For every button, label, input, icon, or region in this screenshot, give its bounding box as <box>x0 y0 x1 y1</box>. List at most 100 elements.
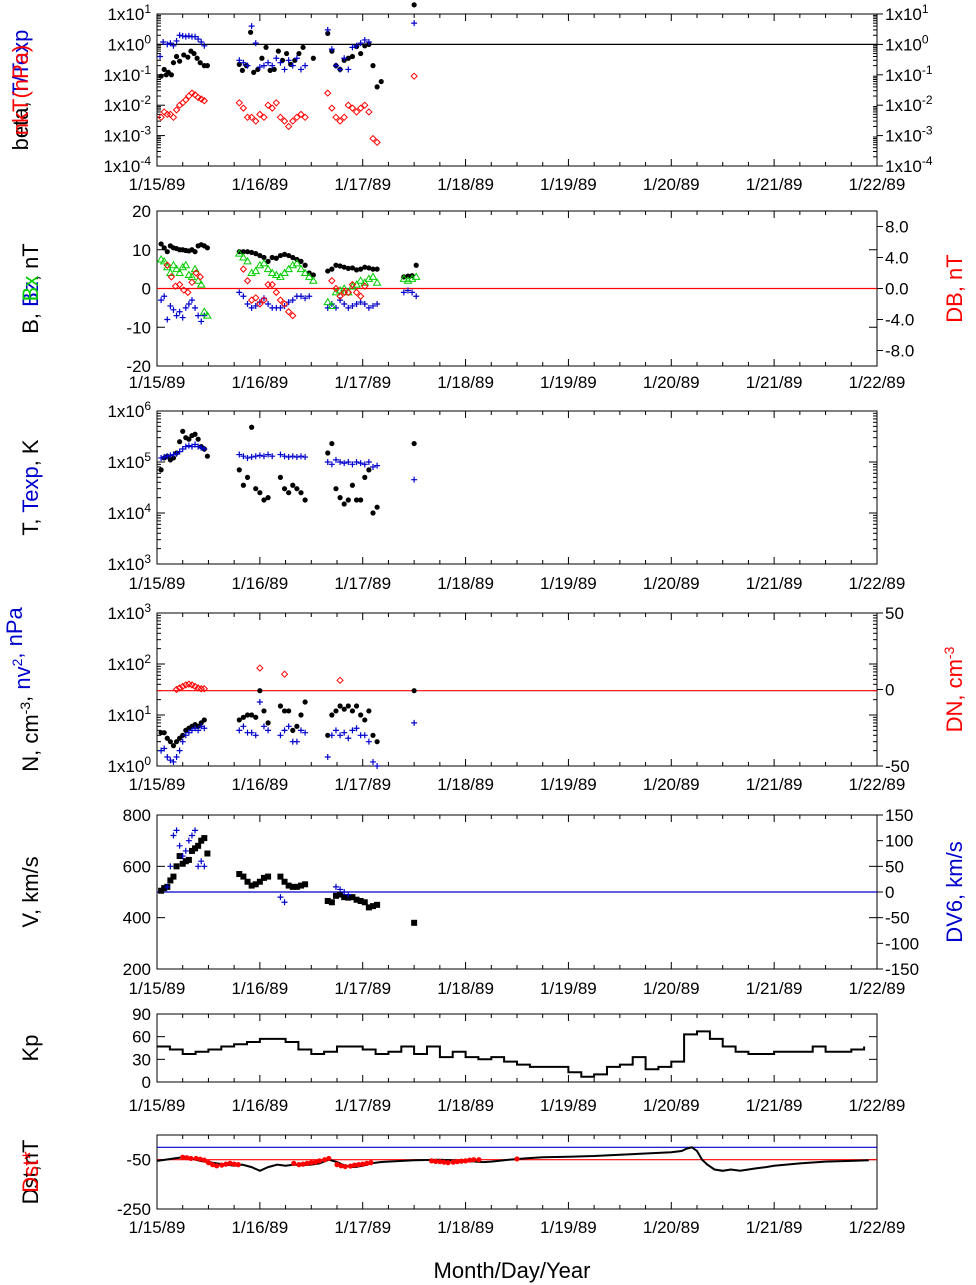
data-point <box>345 735 352 742</box>
data-point <box>356 1162 362 1168</box>
y-tick-label: 20 <box>132 202 151 221</box>
data-point <box>302 62 309 69</box>
y-axis-label: Kp <box>18 1035 43 1062</box>
data-point <box>195 723 201 729</box>
data-point <box>411 719 418 726</box>
data-point <box>298 882 304 889</box>
data-point <box>277 252 284 259</box>
y-tick-label: 1x103 <box>107 601 151 623</box>
data-point <box>167 40 174 47</box>
data-point <box>341 729 348 736</box>
data-point <box>239 67 245 73</box>
data-point <box>163 110 171 119</box>
data-point <box>411 20 418 27</box>
data-point <box>173 739 180 745</box>
data-point <box>277 451 284 458</box>
tick-base: 1x10 <box>107 453 144 472</box>
data-point <box>285 454 292 461</box>
x-tick-label: 1/16/89 <box>231 1096 288 1115</box>
data-point <box>353 459 360 465</box>
y-tick-label: 1x102 <box>107 652 151 674</box>
x-tick-label: 1/21/89 <box>746 1218 803 1237</box>
y-tick-label: 800 <box>123 806 151 825</box>
data-point <box>177 58 183 64</box>
data-point <box>361 732 368 739</box>
data-point <box>268 280 276 289</box>
data-point <box>445 1160 451 1166</box>
tick-base: 1x10 <box>885 66 922 85</box>
y-tick-label: 1x10-3 <box>885 124 933 146</box>
data-point <box>292 258 302 267</box>
data-point <box>170 306 177 313</box>
data-point <box>374 462 381 469</box>
x-tick-label: 1/18/89 <box>437 574 494 593</box>
data-point <box>179 32 186 39</box>
data-point <box>192 827 199 834</box>
data-point <box>198 858 205 865</box>
y-tick-label: 1x10-4 <box>885 154 933 176</box>
data-point <box>236 57 243 64</box>
tick-exponent: 3 <box>144 601 151 615</box>
right-axis-label-text: DN, cm <box>942 659 967 732</box>
y-tick-label: 0.0 <box>885 280 909 299</box>
data-point <box>164 249 170 255</box>
y-axis-label: nkT(nPa) <box>8 45 33 135</box>
data-point <box>400 289 407 296</box>
data-point <box>370 903 376 910</box>
data-point <box>200 685 209 693</box>
y-axis-label-part: nv <box>10 666 35 689</box>
data-point <box>312 1159 318 1165</box>
data-point <box>361 899 368 906</box>
data-point <box>353 725 360 732</box>
data-point <box>332 727 339 734</box>
y-axis-label-part: Dst* <box>18 1151 43 1193</box>
data-point <box>205 1160 212 1166</box>
data-point <box>360 278 370 286</box>
x-tick-label: 1/16/89 <box>231 574 288 593</box>
data-point <box>196 273 204 281</box>
data-point <box>198 444 205 451</box>
data-point <box>298 66 304 73</box>
tick-base: 1x10 <box>885 157 922 176</box>
y-tick-label: 150 <box>885 806 913 825</box>
panel-density: 1/15/89 1/16/89 1/17/89 1/18/89 1/19/89 1/20/… <box>2 601 967 794</box>
data-point <box>306 293 313 300</box>
data-point <box>265 59 272 66</box>
data-point <box>286 252 292 259</box>
x-tick-label: 1/20/89 <box>643 775 700 794</box>
data-point <box>353 301 360 307</box>
data-point <box>164 316 171 323</box>
data-point <box>239 253 248 261</box>
x-tick-label: 1/17/89 <box>334 1218 391 1237</box>
data-point <box>267 268 277 276</box>
data-point <box>176 747 183 754</box>
data-point <box>176 32 183 39</box>
data-point <box>248 729 255 736</box>
data-point <box>179 445 186 452</box>
data-point <box>164 453 171 460</box>
data-point <box>227 1160 233 1166</box>
data-point <box>370 758 376 765</box>
data-point <box>269 453 276 460</box>
data-point <box>182 858 189 865</box>
data-point <box>172 264 181 273</box>
data-point <box>198 38 205 45</box>
data-point <box>273 255 279 261</box>
data-point <box>373 138 381 147</box>
x-tick-label: 1/17/89 <box>334 574 391 593</box>
data-point <box>260 874 267 881</box>
data-point <box>235 99 243 107</box>
data-point <box>289 453 296 460</box>
data-point <box>201 835 208 842</box>
x-tick-label: 1/21/89 <box>746 574 803 593</box>
tick-exponent: 6 <box>144 399 151 413</box>
data-point <box>185 856 192 863</box>
data-point <box>284 264 294 273</box>
data-point <box>192 269 200 277</box>
data-point <box>234 249 244 257</box>
data-point <box>324 897 331 904</box>
data-point <box>365 304 372 311</box>
y-tick-label: -20 <box>126 357 151 376</box>
data-point <box>244 62 251 69</box>
data-point <box>437 1159 443 1165</box>
